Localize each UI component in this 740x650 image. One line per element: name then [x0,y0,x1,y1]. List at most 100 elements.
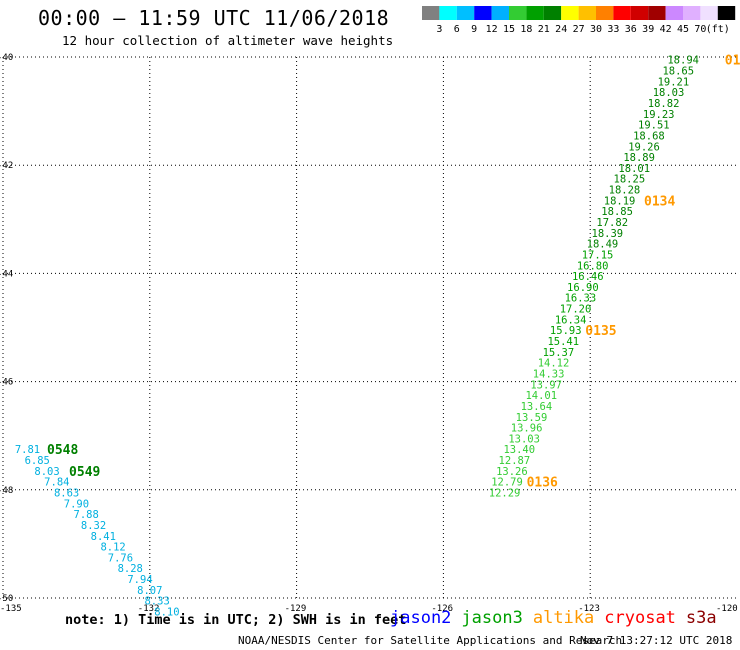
page-subtitle: 12 hour collection of altimeter wave hei… [62,33,394,48]
wave-height-label: 7.94 [127,574,152,586]
legend-label: 18 [520,24,532,35]
note-text: note: 1) Time is in UTC; 2) SWH is in fe… [65,612,407,628]
x-tick-label: -132 [138,604,160,614]
wave-height-label: 19.26 [628,141,660,153]
y-tick-label: -46 [0,378,13,388]
wave-height-label: 18.68 [633,130,665,142]
legend-swatch [613,6,631,20]
satellite-name-s3a: s3a [685,608,717,628]
footer-credit: NOAA/NESDIS Center for Satellite Applica… [238,634,623,647]
wave-height-label: 8.33 [144,596,169,608]
x-tick-label: -126 [431,604,453,614]
legend-label: 36 [625,24,637,35]
legend-swatch [474,6,492,20]
legend-swatch [456,6,475,20]
x-tick-label: -120 [716,604,738,614]
legend-label: (ft) [706,24,730,35]
grid [3,56,737,599]
wave-height-label: 17.20 [560,304,592,316]
legend-label: 30 [590,24,602,35]
pass-time-label: 0548 [47,443,78,458]
data-marks: 18.9418.6519.2118.0318.8219.2319.5118.68… [15,54,740,619]
wave-height-label: 8.03 [34,466,59,478]
satellite-name-jason3: jason3 [461,608,523,628]
pass-time-label: 0135 [585,324,616,339]
wave-height-label: 19.23 [643,109,675,121]
wave-height-label: 14.01 [525,390,557,402]
legend-swatch [630,6,649,20]
legend-swatch [509,6,527,20]
legend-swatch [439,6,457,20]
wave-height-label: 7.88 [74,509,99,521]
wave-height-label: 18.85 [601,206,633,218]
legend-swatch [561,6,579,20]
wave-height-label: 13.96 [511,423,543,435]
wave-height-label: 13.40 [503,444,535,456]
legend-swatch [700,6,718,20]
pass-time-label: 0134 [644,194,675,209]
legend-label: 42 [660,24,672,35]
legend-label: 24 [555,24,567,35]
wave-height-label: 18.01 [618,163,650,175]
legend-label: 39 [642,24,654,35]
y-tick-label: -50 [0,594,13,604]
satellite-name-cryosat: cryosat [604,608,676,628]
legend-swatch [717,6,736,20]
x-tick-label: -135 [0,604,22,614]
wave-height-label: 8.07 [137,585,162,597]
wave-height-label: 18.82 [648,98,680,110]
legend-label: 21 [538,24,550,35]
wave-height-label: 18.89 [623,152,655,164]
wave-height-label: 16.90 [567,282,599,294]
wave-height-label: 13.03 [508,433,540,445]
axis-ticks: -135 -132 -129 -126 -123 -120 -40 -42 -44 -46 -48 -… [0,53,738,614]
wave-height-label: 15.93 [550,325,582,337]
wave-height-label: 8.10 [154,607,179,619]
legend-swatch [578,6,596,20]
wave-height-label: 6.85 [25,455,50,467]
wave-height-label: 8.12 [100,542,125,554]
legend-label: 9 [471,24,477,35]
wave-height-label: 12.79 [491,477,523,489]
pass-time-label: 0549 [69,465,100,480]
wave-height-label: 16.46 [572,271,604,283]
wave-height-label: 17.82 [596,217,628,229]
wave-height-label: 17.15 [582,249,614,261]
wave-height-label: 7.76 [108,552,133,564]
legend-label: 45 [677,24,689,35]
legend-swatch [596,6,614,20]
wave-height-label: 19.51 [638,120,670,132]
legend-label: 33 [607,24,619,35]
wave-height-label: 13.97 [530,379,562,391]
wave-height-label: 8.28 [118,563,143,575]
wave-height-label: 8.32 [81,520,106,532]
wave-height-label: 7.81 [15,444,40,456]
x-tick-label: -129 [285,604,307,614]
wave-height-label: 18.94 [667,55,699,67]
color-legend: 3 6 9 12 15 18 21 24 27 30 33 36 39 42 45 70 (ft) [422,6,736,35]
legend-swatch [526,6,544,20]
wave-height-label: 13.59 [516,412,548,424]
legend-swatch [683,6,701,20]
wave-height-label: 14.33 [533,368,565,380]
satellite-legend: jason2 jason3 altika cryosat s3a [390,608,727,628]
legend-label: 12 [486,24,498,35]
legend-label: 15 [503,24,515,35]
legend-swatch [422,6,440,20]
legend-label: 6 [454,24,460,35]
legend-label: 70 [694,24,706,35]
wave-height-label: 15.41 [547,336,579,348]
wave-height-label: 18.39 [592,228,624,240]
wave-height-label: 16.33 [565,293,597,305]
y-tick-label: -40 [0,53,13,63]
legend-swatch [665,6,683,20]
page-title: 00:00 – 11:59 UTC 11/06/2018 [38,6,390,30]
legend-swatch [543,6,562,20]
pass-time-label: 0136 [527,476,558,491]
pass-time-label: 0133 [725,54,740,69]
wave-height-label: 12.29 [489,488,521,500]
wave-height-label: 12.87 [499,455,531,467]
wave-height-label: 18.25 [614,174,646,186]
satellite-name-altika: altika [532,608,595,628]
